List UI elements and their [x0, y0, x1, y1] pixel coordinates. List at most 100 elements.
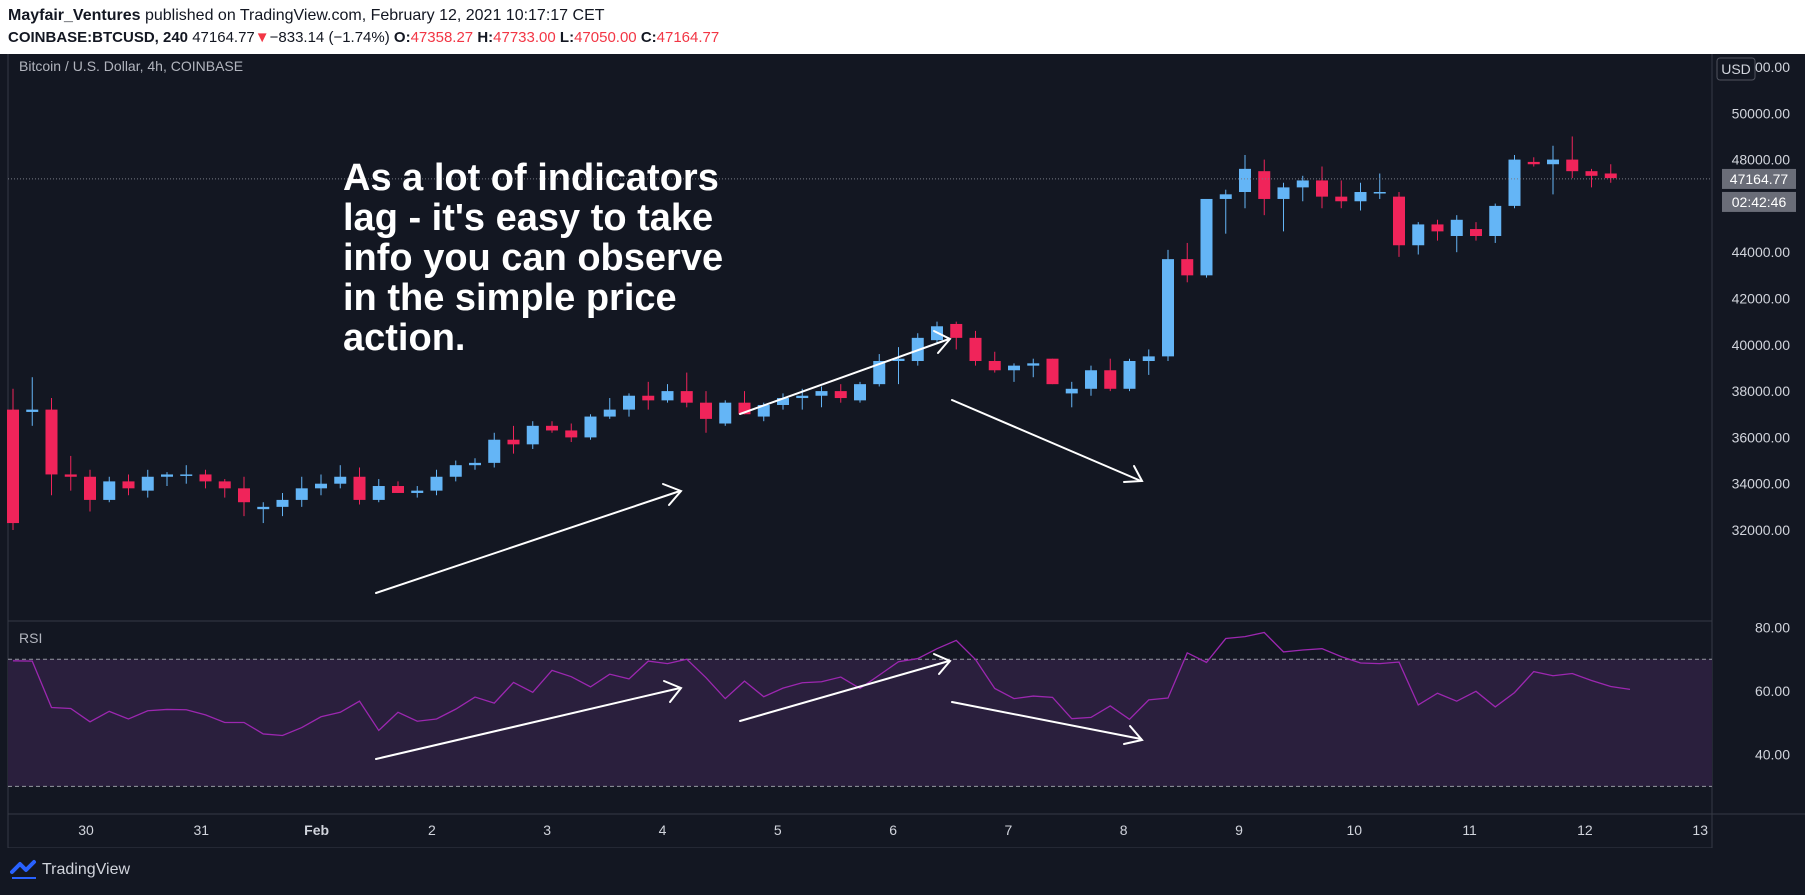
candle-body [854, 384, 866, 401]
trend-arrow-down-1[interactable] [951, 399, 1144, 483]
candle [1200, 198, 1213, 278]
price-tick-label: 34000.00 [1732, 476, 1791, 492]
candle-body [276, 499, 289, 507]
time-tick-label: 4 [659, 822, 667, 838]
candle-body [700, 402, 712, 419]
candle [834, 384, 847, 403]
candle-body [64, 474, 77, 477]
candle-body [411, 490, 424, 493]
candle [45, 398, 58, 496]
countdown-tag [1722, 191, 1796, 212]
rsi-arrow-up-2[interactable] [739, 653, 952, 722]
candle [1258, 159, 1271, 216]
candle [64, 455, 77, 491]
time-tick-label: 9 [1235, 822, 1243, 838]
currency-label: USD [1721, 61, 1751, 77]
candle-body [796, 395, 809, 399]
candle-body [26, 409, 39, 412]
published-text: published on TradingView.com, February 1… [144, 7, 605, 24]
rsi-arrow-down-1[interactable] [951, 701, 1144, 745]
trend-arrow-up-2[interactable] [739, 330, 952, 415]
candle [1393, 192, 1405, 257]
candle [372, 479, 385, 503]
candle-body [449, 465, 462, 477]
candle-body [757, 404, 770, 417]
candle-body [1431, 224, 1444, 232]
candle [1277, 182, 1290, 232]
symbol-legend: COINBASE:BTCUSD, 240 47164.77▼−833.14 (−… [8, 29, 719, 46]
candle-body [430, 476, 443, 491]
last-price-tag-text: 47164.77 [1730, 171, 1789, 187]
candle-body [950, 323, 963, 338]
symbol-label[interactable]: COINBASE:BTCUSD, 240 [8, 29, 189, 46]
candle [26, 377, 39, 426]
time-axis[interactable]: 30 31 Feb 2 3 4 5 6 7 8 9 10 11 12 13 [78, 822, 1708, 838]
candle [1027, 358, 1040, 378]
candle [1431, 219, 1444, 241]
author-name[interactable]: Mayfair_Ventures [8, 7, 141, 24]
price-tick-label: 40000.00 [1732, 337, 1791, 353]
candle-body [1566, 159, 1579, 172]
price-tick-label: 38000.00 [1732, 383, 1791, 399]
high-label: H: [477, 29, 494, 46]
candle [141, 469, 154, 498]
time-tick-label: 12 [1577, 822, 1593, 838]
annotation-line: in the simple price [343, 277, 677, 319]
chart-canvas[interactable]: 32000.00 34000.00 36000.00 38000.00 40000.00… [0, 54, 1805, 854]
candle-body [1142, 356, 1155, 362]
candle-body [103, 481, 116, 500]
time-tick-label: 31 [194, 822, 210, 838]
candle-body [892, 358, 905, 362]
price-tick-label: 44000.00 [1732, 244, 1791, 260]
candle [180, 465, 193, 484]
trend-arrow-up-1[interactable] [375, 483, 683, 594]
open-value: 47358.27 [410, 29, 474, 46]
tradingview-brand[interactable]: TradingView [42, 861, 131, 878]
candle [546, 421, 558, 433]
price-tick-label: 42000.00 [1732, 291, 1791, 307]
annotation-text[interactable]: As a lot of indicators lag - it's easy t… [343, 157, 723, 359]
rsi-tick-label: 60.00 [1755, 683, 1790, 699]
candle-body [315, 483, 327, 489]
candle-body [988, 361, 1001, 371]
candle-body [642, 395, 655, 401]
candle-body [334, 476, 347, 484]
price-change: −833.14 (−1.74%) [269, 29, 390, 46]
candle [488, 432, 501, 468]
currency-badge[interactable] [1716, 57, 1756, 81]
candle [315, 474, 327, 496]
low-label: L: [559, 29, 575, 46]
candle-body [1489, 205, 1502, 236]
candle [1085, 365, 1097, 396]
tradingview-logo-icon[interactable] [10, 858, 38, 880]
candle [1450, 215, 1463, 253]
candle [623, 393, 635, 417]
candle [1566, 136, 1579, 179]
candle-body [1123, 361, 1136, 389]
close-label: C: [640, 29, 657, 46]
candle [199, 469, 212, 489]
trend-arrows[interactable] [375, 330, 1144, 760]
last-price-tag [1722, 168, 1796, 189]
candle [1547, 145, 1559, 195]
candle [469, 458, 481, 470]
candle-body [1354, 192, 1367, 202]
candle [892, 347, 905, 385]
candle-body [1373, 192, 1386, 194]
rsi-arrow-up-1[interactable] [375, 680, 683, 760]
candle [680, 372, 693, 408]
candle-body [295, 488, 308, 500]
candle-body [507, 439, 520, 445]
publication-header: Mayfair_Ventures published on TradingVie… [0, 0, 1805, 54]
time-tick-label: 7 [1005, 822, 1013, 838]
candle-body [526, 425, 539, 445]
candle-body [218, 481, 231, 489]
candle [603, 398, 616, 419]
candle-body [565, 430, 578, 438]
candle [1354, 182, 1367, 211]
rsi-axis[interactable]: 40.00 60.00 80.00 [1755, 619, 1790, 762]
candle [1316, 166, 1328, 209]
candle [719, 400, 732, 426]
candle-body [1239, 168, 1251, 193]
time-tick-label: Feb [304, 822, 329, 838]
